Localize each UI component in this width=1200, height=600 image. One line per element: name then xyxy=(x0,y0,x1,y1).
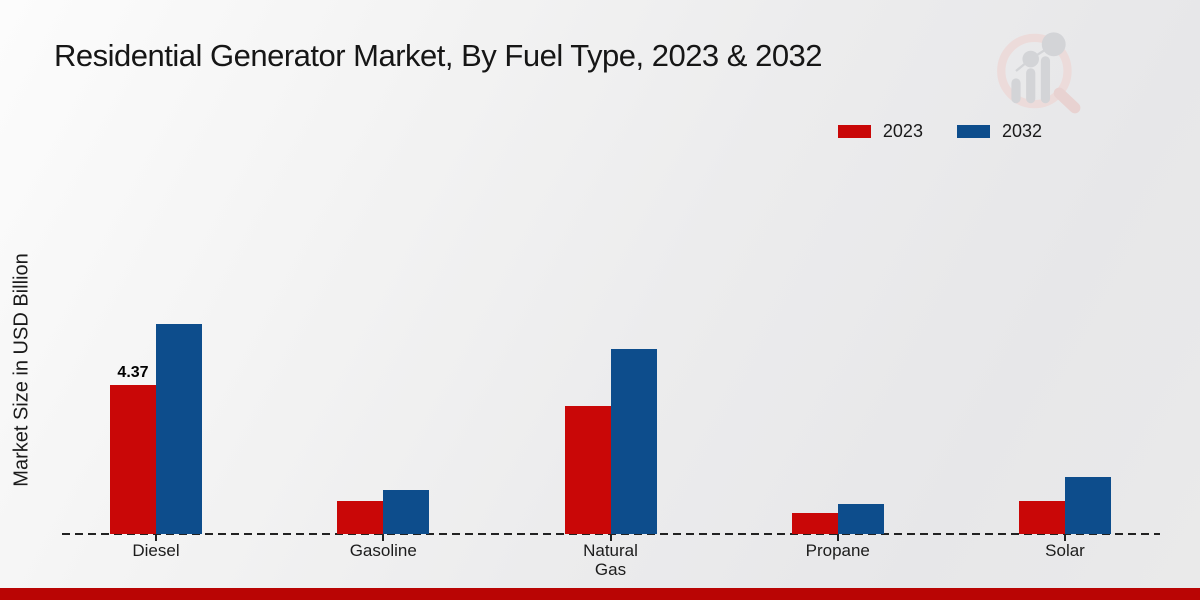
bar-2032-solar xyxy=(1065,477,1111,534)
x-axis-category-label: Natural Gas xyxy=(583,541,638,579)
bar-2023-diesel xyxy=(110,385,156,534)
bar-2023-propane xyxy=(791,513,838,534)
legend-item-2023: 2023 xyxy=(837,121,923,142)
legend-label: 2023 xyxy=(882,121,923,141)
chart-title: Residential Generator Market, By Fuel Ty… xyxy=(54,38,823,73)
x-axis-tick xyxy=(155,534,157,541)
legend-item-2032: 2032 xyxy=(956,121,1042,142)
x-axis-category-label: Diesel xyxy=(132,541,180,560)
bar-value-label: 4.37 xyxy=(117,364,149,381)
x-axis-category-label: Gasoline xyxy=(349,541,417,560)
legend-swatch xyxy=(956,125,990,138)
bar-2023-gasoline xyxy=(337,501,384,534)
legend-label: 2032 xyxy=(1001,121,1042,141)
bar-2032-gasoline xyxy=(383,490,430,534)
legend-swatch xyxy=(837,125,871,138)
x-axis-tick xyxy=(836,534,839,541)
x-axis-tick xyxy=(609,534,612,541)
footer-accent-bar xyxy=(0,588,1200,600)
bar-2023-natural-gas xyxy=(564,406,611,534)
magnifier-bar-chart-logo-watermark xyxy=(997,32,1081,114)
x-axis-tick xyxy=(382,534,385,541)
x-axis-category-label: Propane xyxy=(805,541,870,560)
chart-legend: 2023 2032 xyxy=(837,121,1042,142)
x-axis-category-label: Solar xyxy=(1045,541,1085,560)
bar-2032-propane xyxy=(837,504,884,534)
x-axis-tick xyxy=(1064,534,1066,541)
bar-2023-solar xyxy=(1019,501,1065,534)
bar-2032-natural-gas xyxy=(610,349,657,534)
bar-2032-diesel xyxy=(156,324,202,534)
